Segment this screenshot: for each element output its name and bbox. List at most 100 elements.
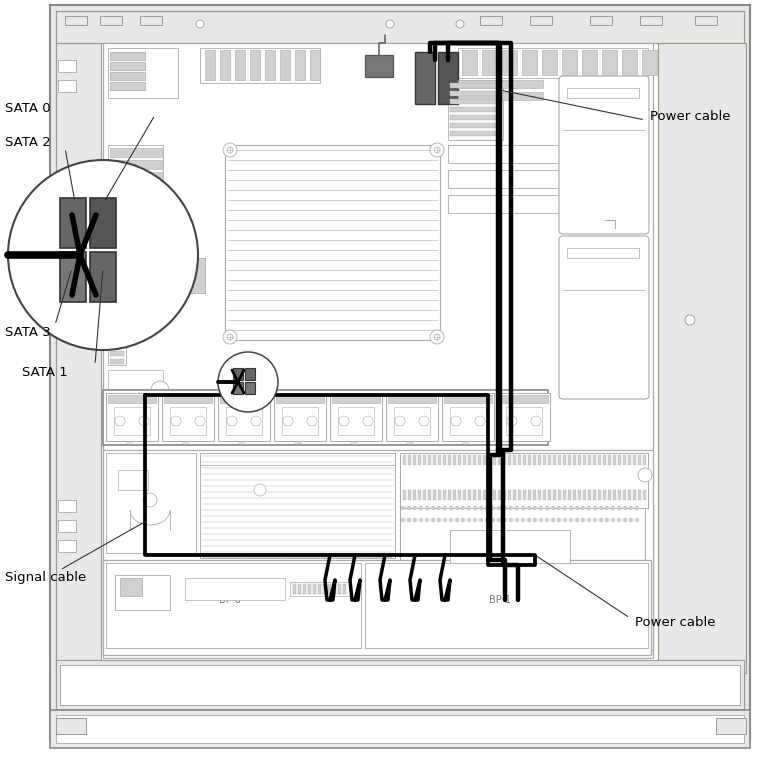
Circle shape [307,416,317,426]
Bar [582,50,597,75]
Bar [642,50,657,75]
Bar [235,50,245,80]
Bar [498,455,501,465]
Bar [200,48,320,83]
Circle shape [623,506,627,510]
Circle shape [333,555,337,559]
Circle shape [233,555,237,559]
Bar [394,407,430,435]
Bar [106,453,196,553]
Bar [508,455,511,465]
Circle shape [431,518,435,522]
Bar [60,198,86,248]
Bar [160,258,205,293]
Bar [527,570,587,590]
Circle shape [378,555,382,559]
Circle shape [581,506,585,510]
Bar [420,570,480,590]
Text: SATA 3: SATA 3 [5,326,51,339]
Bar [365,55,393,77]
FancyBboxPatch shape [559,236,649,399]
Bar [65,16,87,25]
Bar [458,455,461,465]
Bar [276,395,324,403]
Bar [502,50,517,75]
Circle shape [413,506,417,510]
Bar [118,470,148,490]
Bar [115,575,170,610]
Bar [245,368,255,380]
Bar [583,455,586,465]
Bar [100,16,122,25]
Bar [450,91,500,96]
Bar [56,660,744,710]
Bar [310,50,320,80]
Circle shape [455,506,459,510]
Bar [308,584,311,594]
Bar [498,490,501,500]
Bar [553,455,556,465]
Circle shape [485,506,489,510]
Circle shape [581,518,585,522]
Bar [488,490,491,500]
Circle shape [386,20,394,28]
Bar [522,50,537,75]
Circle shape [539,518,543,522]
Text: BP 1: BP 1 [489,595,511,605]
Bar [558,455,561,465]
Circle shape [551,518,555,522]
Bar [56,718,86,734]
Circle shape [151,381,169,399]
Bar [568,455,571,465]
Bar [608,490,611,500]
Bar [303,584,306,594]
Bar [274,393,326,441]
Bar [530,16,552,25]
Circle shape [353,555,357,559]
Circle shape [587,518,591,522]
Circle shape [218,352,278,412]
Text: @6: @6 [406,440,415,446]
Bar [450,530,570,565]
Circle shape [273,555,277,559]
Bar [448,145,648,163]
Circle shape [533,506,537,510]
Circle shape [685,315,695,325]
Circle shape [527,518,531,522]
Circle shape [253,555,257,559]
Bar [103,43,653,658]
Bar [603,490,606,500]
Bar [185,578,285,600]
Bar [110,343,124,348]
Bar [483,455,486,465]
Bar [458,490,461,500]
Circle shape [557,518,561,522]
Circle shape [248,555,252,559]
Circle shape [593,518,597,522]
Bar [453,490,456,500]
Bar [60,665,740,705]
Circle shape [115,416,125,426]
Circle shape [383,555,387,559]
Circle shape [395,416,405,426]
Circle shape [467,518,471,522]
Circle shape [419,416,429,426]
Circle shape [479,506,483,510]
Bar [448,170,648,188]
Bar [108,395,156,403]
Text: SATA 1: SATA 1 [22,367,67,380]
Circle shape [473,518,477,522]
Circle shape [497,506,501,510]
Bar [450,99,500,104]
Circle shape [258,555,262,559]
Text: @3: @3 [237,440,246,446]
Bar [482,50,497,75]
Bar [58,540,76,552]
Bar [533,490,536,500]
Bar [313,584,316,594]
Bar [110,172,162,181]
Bar [388,395,436,403]
Circle shape [605,518,609,522]
Circle shape [318,555,322,559]
Bar [110,319,124,324]
